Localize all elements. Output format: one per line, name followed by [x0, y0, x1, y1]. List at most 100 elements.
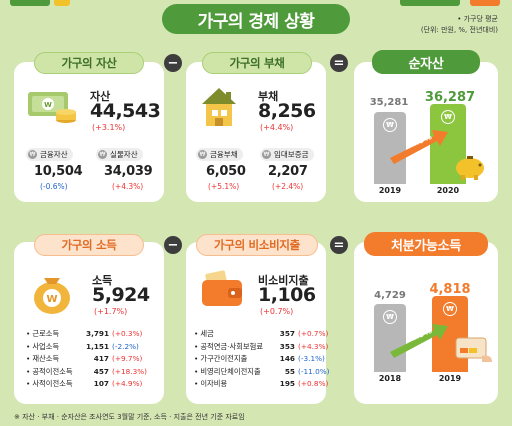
- breakdown-name: 근로소득: [26, 328, 86, 341]
- breakdown-value: 107: [93, 379, 109, 389]
- breakdown-value: 353: [279, 341, 295, 351]
- breakdown-value: 55: [284, 366, 295, 376]
- breakdown-name: 가구간이전지출: [194, 353, 272, 366]
- non-consumption-value: 1,106: [258, 284, 316, 306]
- coin-icon: ₩: [28, 150, 37, 159]
- disposable-bar-label-2019: 4,818: [429, 282, 471, 297]
- page-title: 가구의 경제 상황: [162, 4, 350, 34]
- unit-note-basis: • 가구당 평균: [457, 15, 498, 23]
- debt-label: 가구의 부채: [202, 52, 312, 74]
- assets-value: 44,543: [90, 100, 161, 122]
- breakdown-change: (+0.3%): [112, 329, 143, 338]
- breakdown-name: 비영리단체이전지출: [194, 366, 272, 379]
- breakdown-name: 공적이전소득: [26, 366, 86, 379]
- net-assets-bar-label-2020: 36,287: [424, 90, 476, 105]
- money-bag-icon: W: [34, 278, 70, 314]
- breakdown-row: 비영리단체이전지출 55(-11.0%): [194, 366, 330, 379]
- financial-assets-label: 금융자산: [40, 150, 68, 159]
- footnote: ※ 자산 · 부채 · 순자산은 조사연도 3월말 기준, 소득 · 지출은 전…: [14, 413, 245, 421]
- unit-note: • 가구당 평균 (단위: 만원, %, 전년대비): [421, 14, 498, 36]
- breakdown-name: 이자비용: [194, 378, 272, 391]
- financial-assets-pill: ₩ 금융자산: [26, 148, 73, 161]
- breakdown-name: 사적이전소득: [26, 378, 86, 391]
- breakdown-name: 재산소득: [26, 353, 86, 366]
- equals-operator: =: [330, 54, 348, 72]
- growth-arrow-icon: [390, 130, 448, 164]
- net-assets-year-2020: 2020: [436, 186, 460, 195]
- assets-card: [14, 62, 164, 202]
- credit-card-hand-icon: [455, 337, 492, 362]
- breakdown-change: (+0.8%): [298, 379, 329, 389]
- minus-operator-2: −: [164, 236, 182, 254]
- disposable-coin-2019: ₩: [443, 302, 457, 316]
- breakdown-name: 사업소득: [26, 341, 86, 354]
- real-assets-change: (+4.3%): [112, 182, 144, 191]
- net-assets-label: 순자산: [372, 50, 480, 74]
- income-label: 가구의 소득: [34, 234, 144, 256]
- assets-change: (+3.1%): [92, 123, 126, 132]
- financial-debt-value: 6,050: [206, 164, 246, 179]
- breakdown-row: 재산소득 417(+9.7%): [26, 353, 147, 366]
- disposable-coin-2018: ₩: [383, 310, 397, 324]
- unit-note-units: (단위: 만원, %, 전년대비): [420, 26, 498, 34]
- breakdown-row: 세금 357(+0.7%): [194, 328, 330, 341]
- breakdown-change: (-11.0%): [298, 366, 330, 376]
- financial-assets-change: (-0.6%): [40, 182, 68, 191]
- piggy-bank-icon: [456, 156, 484, 180]
- debt-name: 부채: [258, 90, 279, 103]
- net-assets-bar-label-2019: 35,281: [369, 97, 409, 108]
- breakdown-value: 3,791: [86, 329, 110, 338]
- breakdown-change: (+9.7%): [112, 354, 143, 364]
- financial-debt-label: 금융부채: [210, 150, 238, 159]
- disposable-year-2019: 2019: [438, 374, 462, 383]
- svg-text:W: W: [44, 101, 52, 109]
- assets-name: 자산: [90, 90, 111, 103]
- net-assets-coin-2020: ₩: [441, 110, 455, 124]
- financial-debt-change: (+5.1%): [208, 182, 240, 191]
- breakdown-value: 357: [279, 329, 295, 338]
- net-assets-coin-2019: ₩: [383, 118, 397, 132]
- house-icon: [202, 88, 236, 126]
- non-consumption-label: 가구의 비소비지출: [196, 234, 318, 256]
- breakdown-name: 공적연금·사회보험료: [194, 341, 272, 354]
- coin-icon: ₩: [98, 150, 107, 159]
- income-value: 5,924: [92, 284, 150, 306]
- breakdown-value: 1,151: [86, 341, 110, 351]
- lease-deposit-change: (+2.4%): [272, 182, 304, 191]
- income-name: 소득: [92, 274, 113, 287]
- lease-deposit-pill: ₩ 임대보증금: [260, 148, 314, 161]
- breakdown-row: 이자비용 195(+0.8%): [194, 378, 330, 391]
- breakdown-row: 사적이전소득 107(+4.9%): [26, 378, 147, 391]
- disposable-income-label: 처분가능소득: [364, 232, 488, 256]
- cash-icon: W: [28, 92, 76, 123]
- disposable-year-2018: 2018: [378, 374, 402, 383]
- income-change: (+1.7%): [94, 307, 128, 316]
- breakdown-change: (+4.3%): [298, 341, 329, 351]
- breakdown-value: 146: [279, 354, 295, 364]
- financial-debt-pill: ₩ 금융부채: [196, 148, 243, 161]
- disposable-bar-label-2018: 4,729: [374, 290, 406, 301]
- real-assets-value: 34,039: [104, 164, 153, 179]
- breakdown-change: (+4.9%): [112, 379, 143, 389]
- breakdown-row: 가구간이전지출 146(-3.1%): [194, 353, 330, 366]
- debt-change: (+4.4%): [260, 123, 294, 132]
- net-assets-year-2019: 2019: [378, 186, 402, 195]
- coin-icon: ₩: [262, 150, 271, 159]
- assets-label: 가구의 자산: [34, 52, 144, 74]
- real-assets-pill: ₩ 실물자산: [96, 148, 143, 161]
- equals-operator-2: =: [330, 236, 348, 254]
- non-consumption-breakdown-list: 세금 357(+0.7%) 공적연금·사회보험료 353(+4.3%) 가구간이전지출 1…: [194, 328, 330, 391]
- lease-deposit-label: 임대보증금: [274, 150, 309, 159]
- breakdown-change: (+18.3%): [112, 366, 147, 376]
- financial-assets-value: 10,504: [34, 164, 83, 179]
- non-consumption-change: (+0.7%): [260, 307, 294, 316]
- breakdown-value: 195: [279, 379, 295, 389]
- wallet-icon: [202, 270, 242, 306]
- debt-card: [186, 62, 326, 202]
- minus-operator: −: [164, 54, 182, 72]
- svg-text:W: W: [46, 294, 57, 305]
- breakdown-name: 세금: [194, 328, 272, 341]
- growth-arrow-icon-2: [390, 324, 448, 358]
